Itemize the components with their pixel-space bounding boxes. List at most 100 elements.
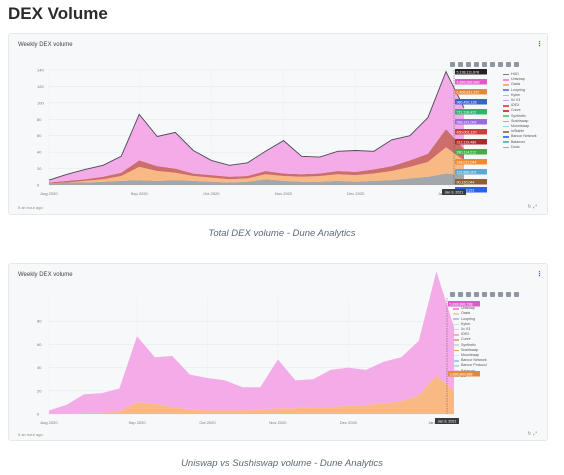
x-tick-label: Nov 2020	[275, 191, 293, 196]
zoom-in-icon[interactable]	[474, 292, 479, 297]
autoscale-icon[interactable]	[490, 62, 495, 67]
legend-label: 0x V3	[511, 98, 521, 103]
y-tick-label: 100	[37, 100, 44, 105]
legend-item[interactable]: Loopring	[453, 317, 487, 322]
camera-icon[interactable]	[450, 62, 455, 67]
legend-item[interactable]: Sushiswap	[453, 348, 487, 353]
legend-swatch	[453, 323, 459, 326]
legend-swatch	[503, 110, 509, 112]
legend-swatch	[453, 360, 459, 362]
compare-hover-icon[interactable]	[514, 292, 519, 297]
legend-item[interactable]: Oasis	[453, 311, 487, 316]
legend-item[interactable]: 0x V3	[453, 327, 487, 332]
more-options-icon[interactable]: ⋮	[536, 271, 543, 278]
legend-swatch	[453, 339, 459, 341]
legend-swatch	[453, 344, 459, 347]
zoom-in-icon[interactable]	[474, 62, 479, 67]
card-title: Weekly DEX volume	[18, 272, 73, 278]
refresh-icon[interactable]: ↻	[527, 204, 532, 210]
legend-label: Oasis	[511, 82, 521, 87]
chart-plot-area[interactable]: 0 20 40 60 80 Aug 2020 Sep 2020 Oct 2020 Nov 202…	[9, 264, 549, 442]
legend-item[interactable]: Oasis	[503, 82, 537, 87]
compare-hover-icon[interactable]	[514, 62, 519, 67]
hover-value-tag: 122,889,301	[457, 170, 477, 174]
pan-icon[interactable]	[466, 292, 471, 297]
expand-icon[interactable]: ⤢	[532, 431, 537, 437]
legend-label: Loopring	[511, 87, 525, 92]
spike-lines-icon[interactable]	[506, 62, 511, 67]
more-options-icon[interactable]: ⋮	[536, 41, 543, 48]
hover-value-tag: 3,888,888,888	[450, 372, 473, 376]
y-tick-label: 120	[37, 84, 44, 89]
zoom-icon[interactable]	[458, 292, 463, 297]
reset-axes-icon[interactable]	[498, 62, 503, 67]
y-tick-label: 140	[37, 68, 44, 73]
zoom-icon[interactable]	[458, 62, 463, 67]
area-series-sushiswap	[49, 375, 454, 414]
caption-total-dex-volume: Total DEX volume - Dune Analytics	[208, 228, 356, 239]
hover-date-tag-bg	[442, 189, 466, 195]
legend-item[interactable]: Uniswap	[503, 77, 537, 82]
reset-axes-icon[interactable]	[498, 292, 503, 297]
hover-value-tag: 588,141,002	[457, 120, 477, 124]
legend-item[interactable]: mStable	[503, 129, 537, 134]
legend-item[interactable]: Mooniswap	[453, 353, 487, 358]
hover-value-tag: 312,119,480	[457, 140, 477, 144]
legend-item[interactable]: Bancor Network	[503, 134, 537, 139]
spike-lines-icon[interactable]	[506, 292, 511, 297]
legend-item[interactable]: Bancor Network	[453, 358, 487, 363]
legend-item[interactable]: IDEX	[503, 103, 537, 108]
legend-item[interactable]: Curve	[503, 108, 537, 113]
legend-label: Mooniswap	[511, 124, 530, 129]
legend-item[interactable]: Balancer	[503, 140, 537, 145]
legend-item[interactable]: 0x V3	[503, 98, 537, 103]
zoom-out-icon[interactable]	[482, 62, 487, 67]
y-tick-label: 0	[37, 412, 40, 417]
legend-swatch	[453, 328, 459, 331]
legend-swatch	[503, 115, 509, 118]
legend-item[interactable]: HUD	[503, 72, 537, 77]
legend-swatch	[453, 354, 459, 357]
chart-plot-area[interactable]: 0 20 40 60 80 100 120 140 Aug 2020 Sep 2020 Oct 20…	[9, 34, 549, 216]
legend-label: Uniswap	[461, 306, 475, 311]
legend-item[interactable]: Dodo	[503, 145, 537, 150]
legend-item[interactable]: Bancor Protocol	[453, 363, 487, 368]
legend-item[interactable]: Loopring	[503, 88, 537, 93]
legend-swatch	[503, 79, 509, 81]
x-tick-label: Aug 2020	[40, 420, 58, 425]
refresh-icon[interactable]: ↻	[527, 431, 532, 437]
legend-label: Synthetix	[461, 342, 476, 347]
legend-item[interactable]: Curve	[453, 337, 487, 342]
legend-label: 0x V3	[461, 327, 471, 332]
legend-item[interactable]: IDEX	[453, 332, 487, 337]
legend-item[interactable]: Kyber	[503, 93, 537, 98]
pan-icon[interactable]	[466, 62, 471, 67]
chart-toolbar	[450, 292, 519, 297]
hover-value-tag-bg	[455, 159, 487, 165]
hover-value-tag: 90,120,044	[457, 180, 475, 184]
legend-item[interactable]: Synthetix	[503, 114, 537, 119]
hover-value-tag-bg	[448, 371, 480, 377]
hover-value-tag-bg	[455, 69, 487, 75]
legend-label: IDEX	[511, 103, 520, 108]
legend-item[interactable]: Kyber	[453, 322, 487, 327]
hover-value-tag: 5,888,888,788	[450, 302, 473, 306]
hover-value-tag-bg	[455, 169, 487, 175]
area-series-uniswap	[49, 71, 464, 183]
area-series-others	[49, 173, 464, 185]
camera-icon[interactable]	[450, 292, 455, 297]
y-tick-label: 20	[37, 166, 42, 171]
chart-toolbar	[450, 62, 519, 67]
legend-swatch	[453, 313, 459, 315]
autoscale-icon[interactable]	[490, 292, 495, 297]
legend-item[interactable]: Sushiswap	[503, 119, 537, 124]
legend-item[interactable]: Synthetix	[453, 343, 487, 348]
area-series-sushiswap	[49, 147, 464, 184]
hover-value-tag-bg	[448, 301, 480, 307]
x-tick-label: Sep 2020	[128, 420, 146, 425]
legend-item[interactable]: Mooniswap	[503, 124, 537, 129]
zoom-out-icon[interactable]	[482, 292, 487, 297]
y-tick-label: 60	[37, 342, 42, 347]
legend-item[interactable]: Uniswap	[453, 306, 487, 311]
expand-icon[interactable]: ⤢	[532, 204, 537, 210]
